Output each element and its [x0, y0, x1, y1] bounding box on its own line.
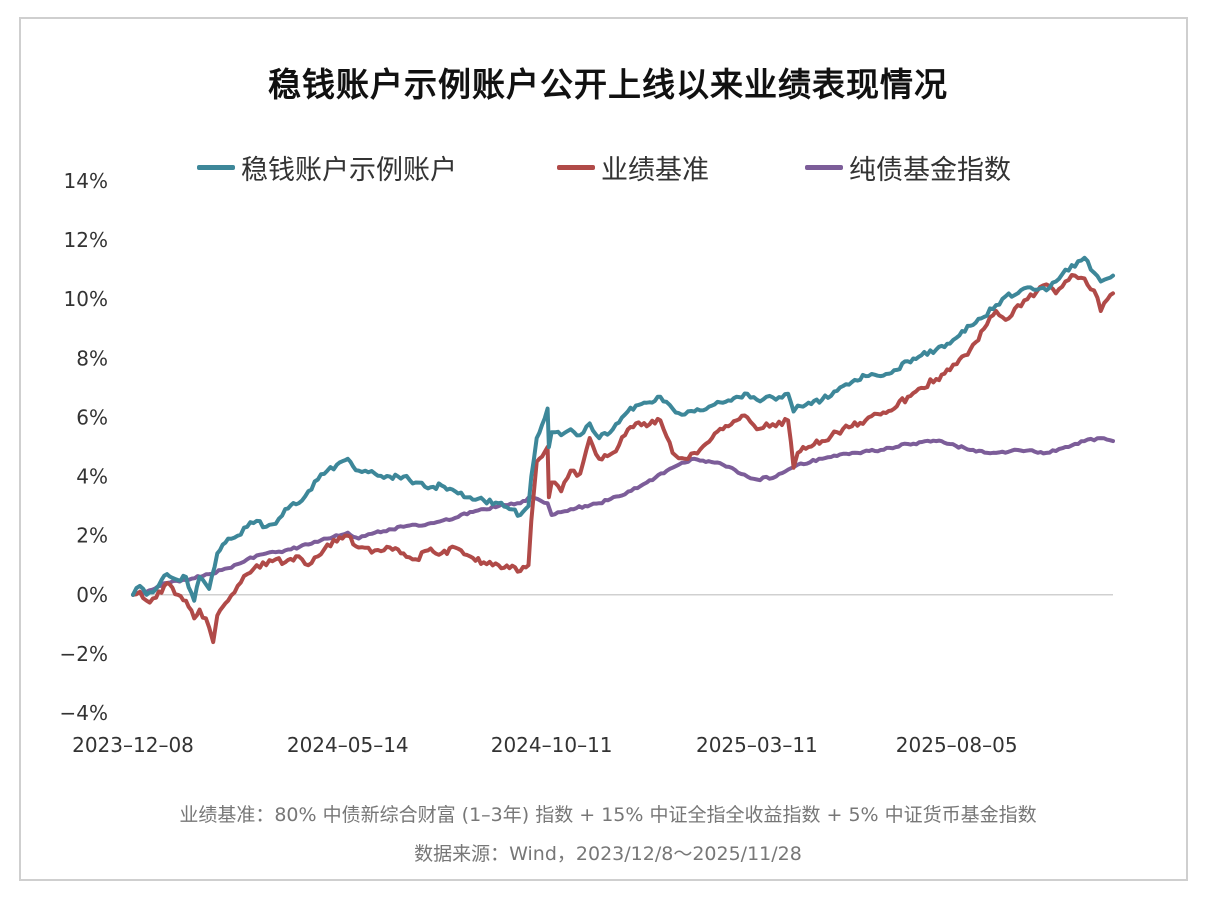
- chart-title: 稳钱账户示例账户公开上线以来业绩表现情况: [268, 65, 948, 104]
- y-tick-label: 14%: [64, 169, 108, 193]
- series-lines: [131, 255, 1115, 645]
- x-tick-label: 2023–12–08: [72, 733, 194, 757]
- legend-label-series-1: 稳钱账户示例账户: [241, 154, 457, 186]
- y-tick-label: 4%: [76, 465, 108, 489]
- y-tick-label: 2%: [76, 524, 108, 548]
- data-source-note: 数据来源：Wind，2023/12/8～2025/11/28: [414, 843, 802, 865]
- legend-item-series-2: 业绩基准: [557, 147, 709, 187]
- legend-swatch-series-3: [805, 164, 843, 170]
- legend-label-series-2: 业绩基准: [601, 154, 709, 186]
- series-line-1: [131, 255, 1115, 603]
- y-tick-label: 8%: [76, 346, 108, 370]
- benchmark-note: 业绩基准：80% 中债新综合财富 (1–3年) 指数 + 15% 中证全指全收益…: [179, 804, 1037, 826]
- legend-swatch-series-2: [557, 164, 595, 170]
- y-tick-label: −4%: [60, 701, 109, 725]
- legend-swatch-series-1: [197, 164, 235, 170]
- x-tick-label: 2025–03–11: [696, 733, 818, 757]
- series-line-3: [131, 436, 1115, 597]
- y-tick-label: 0%: [76, 583, 108, 607]
- legend-label-series-3: 纯债基金指数: [849, 154, 1011, 186]
- legend-item-series-1: 稳钱账户示例账户: [197, 147, 457, 187]
- chart-legend: 稳钱账户示例账户 业绩基准 纯债基金指数: [0, 147, 1216, 187]
- x-tick-label: 2025–08–05: [896, 733, 1018, 757]
- x-axis-ticks: 2023–12–08 2024–05–14 2024–10–11 2025–03–11…: [72, 733, 1017, 757]
- y-tick-label: 12%: [64, 228, 108, 252]
- series-line-2: [131, 273, 1115, 645]
- chart-frame: [19, 17, 1188, 881]
- y-tick-label: 10%: [64, 287, 108, 311]
- y-tick-label: −2%: [60, 642, 109, 666]
- y-tick-label: 6%: [76, 405, 108, 429]
- legend-item-series-3: 纯债基金指数: [805, 147, 1011, 187]
- x-tick-label: 2024–10–11: [491, 733, 613, 757]
- x-tick-label: 2024–05–14: [287, 733, 409, 757]
- y-axis-ticks: −4% −2% 0% 2% 4% 6% 8% 10% 12% 14%: [60, 169, 109, 725]
